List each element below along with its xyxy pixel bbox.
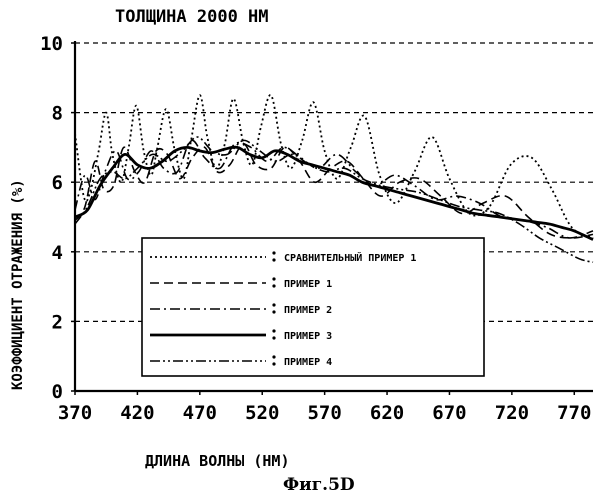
y-tick-label: 2 [52, 311, 63, 333]
legend-separator-dot [272, 251, 275, 254]
figure-caption: Фиг.5D [283, 475, 355, 495]
x-tick-label: 470 [183, 402, 217, 424]
y-tick-label: 8 [52, 103, 63, 125]
y-axis-label: КОЭФФИЦИЕНТ ОТРАЖЕНИЯ (%) [10, 179, 26, 390]
y-tick-label: 6 [52, 172, 63, 194]
legend-label: ПРИМЕР 1 [284, 279, 332, 290]
legend-separator-dot [272, 329, 275, 332]
y-tick-labels: 0 2 4 6 8 10 [40, 33, 75, 403]
x-tick-labels: 370 420 470 520 570 620 670 720 770 [58, 391, 592, 424]
legend-separator-dot [272, 277, 275, 280]
legend-separator-dot [272, 303, 275, 306]
legend-separator-dot [272, 355, 275, 358]
legend-label: ПРИМЕР 4 [284, 357, 332, 368]
legend-separator-dot [272, 258, 275, 261]
x-tick-label: 620 [370, 402, 404, 424]
legend-separator-dot [272, 336, 275, 339]
y-tick-label: 0 [52, 381, 63, 403]
x-tick-label: 720 [495, 402, 529, 424]
y-tick-label: 4 [52, 242, 63, 264]
legend-label: СРАВНИТЕЛЬНЫЙ ПРИМЕР 1 [284, 251, 416, 264]
legend-label: ПРИМЕР 3 [284, 331, 332, 342]
x-tick-label: 770 [557, 402, 591, 424]
x-tick-label: 420 [120, 402, 154, 424]
x-tick-label: 370 [58, 402, 92, 424]
legend-separator-dot [272, 284, 275, 287]
series-line-2 [75, 144, 593, 238]
legend-separator-dot [272, 362, 275, 365]
x-tick-label: 570 [307, 402, 341, 424]
chart-title: ТОЛЩИНА 2000 НМ [115, 7, 269, 27]
y-tick-label: 10 [40, 33, 63, 55]
series-lines [75, 95, 593, 262]
legend-separator-dot [272, 310, 275, 313]
legend: СРАВНИТЕЛЬНЫЙ ПРИМЕР 1 ПРИМЕР 1 ПРИМЕР 2 ПР… [142, 238, 484, 376]
x-tick-label: 520 [245, 402, 279, 424]
x-axis-label: ДЛИНА ВОЛНЫ (НМ) [145, 452, 290, 470]
x-tick-label: 670 [432, 402, 466, 424]
legend-label: ПРИМЕР 2 [284, 305, 332, 316]
